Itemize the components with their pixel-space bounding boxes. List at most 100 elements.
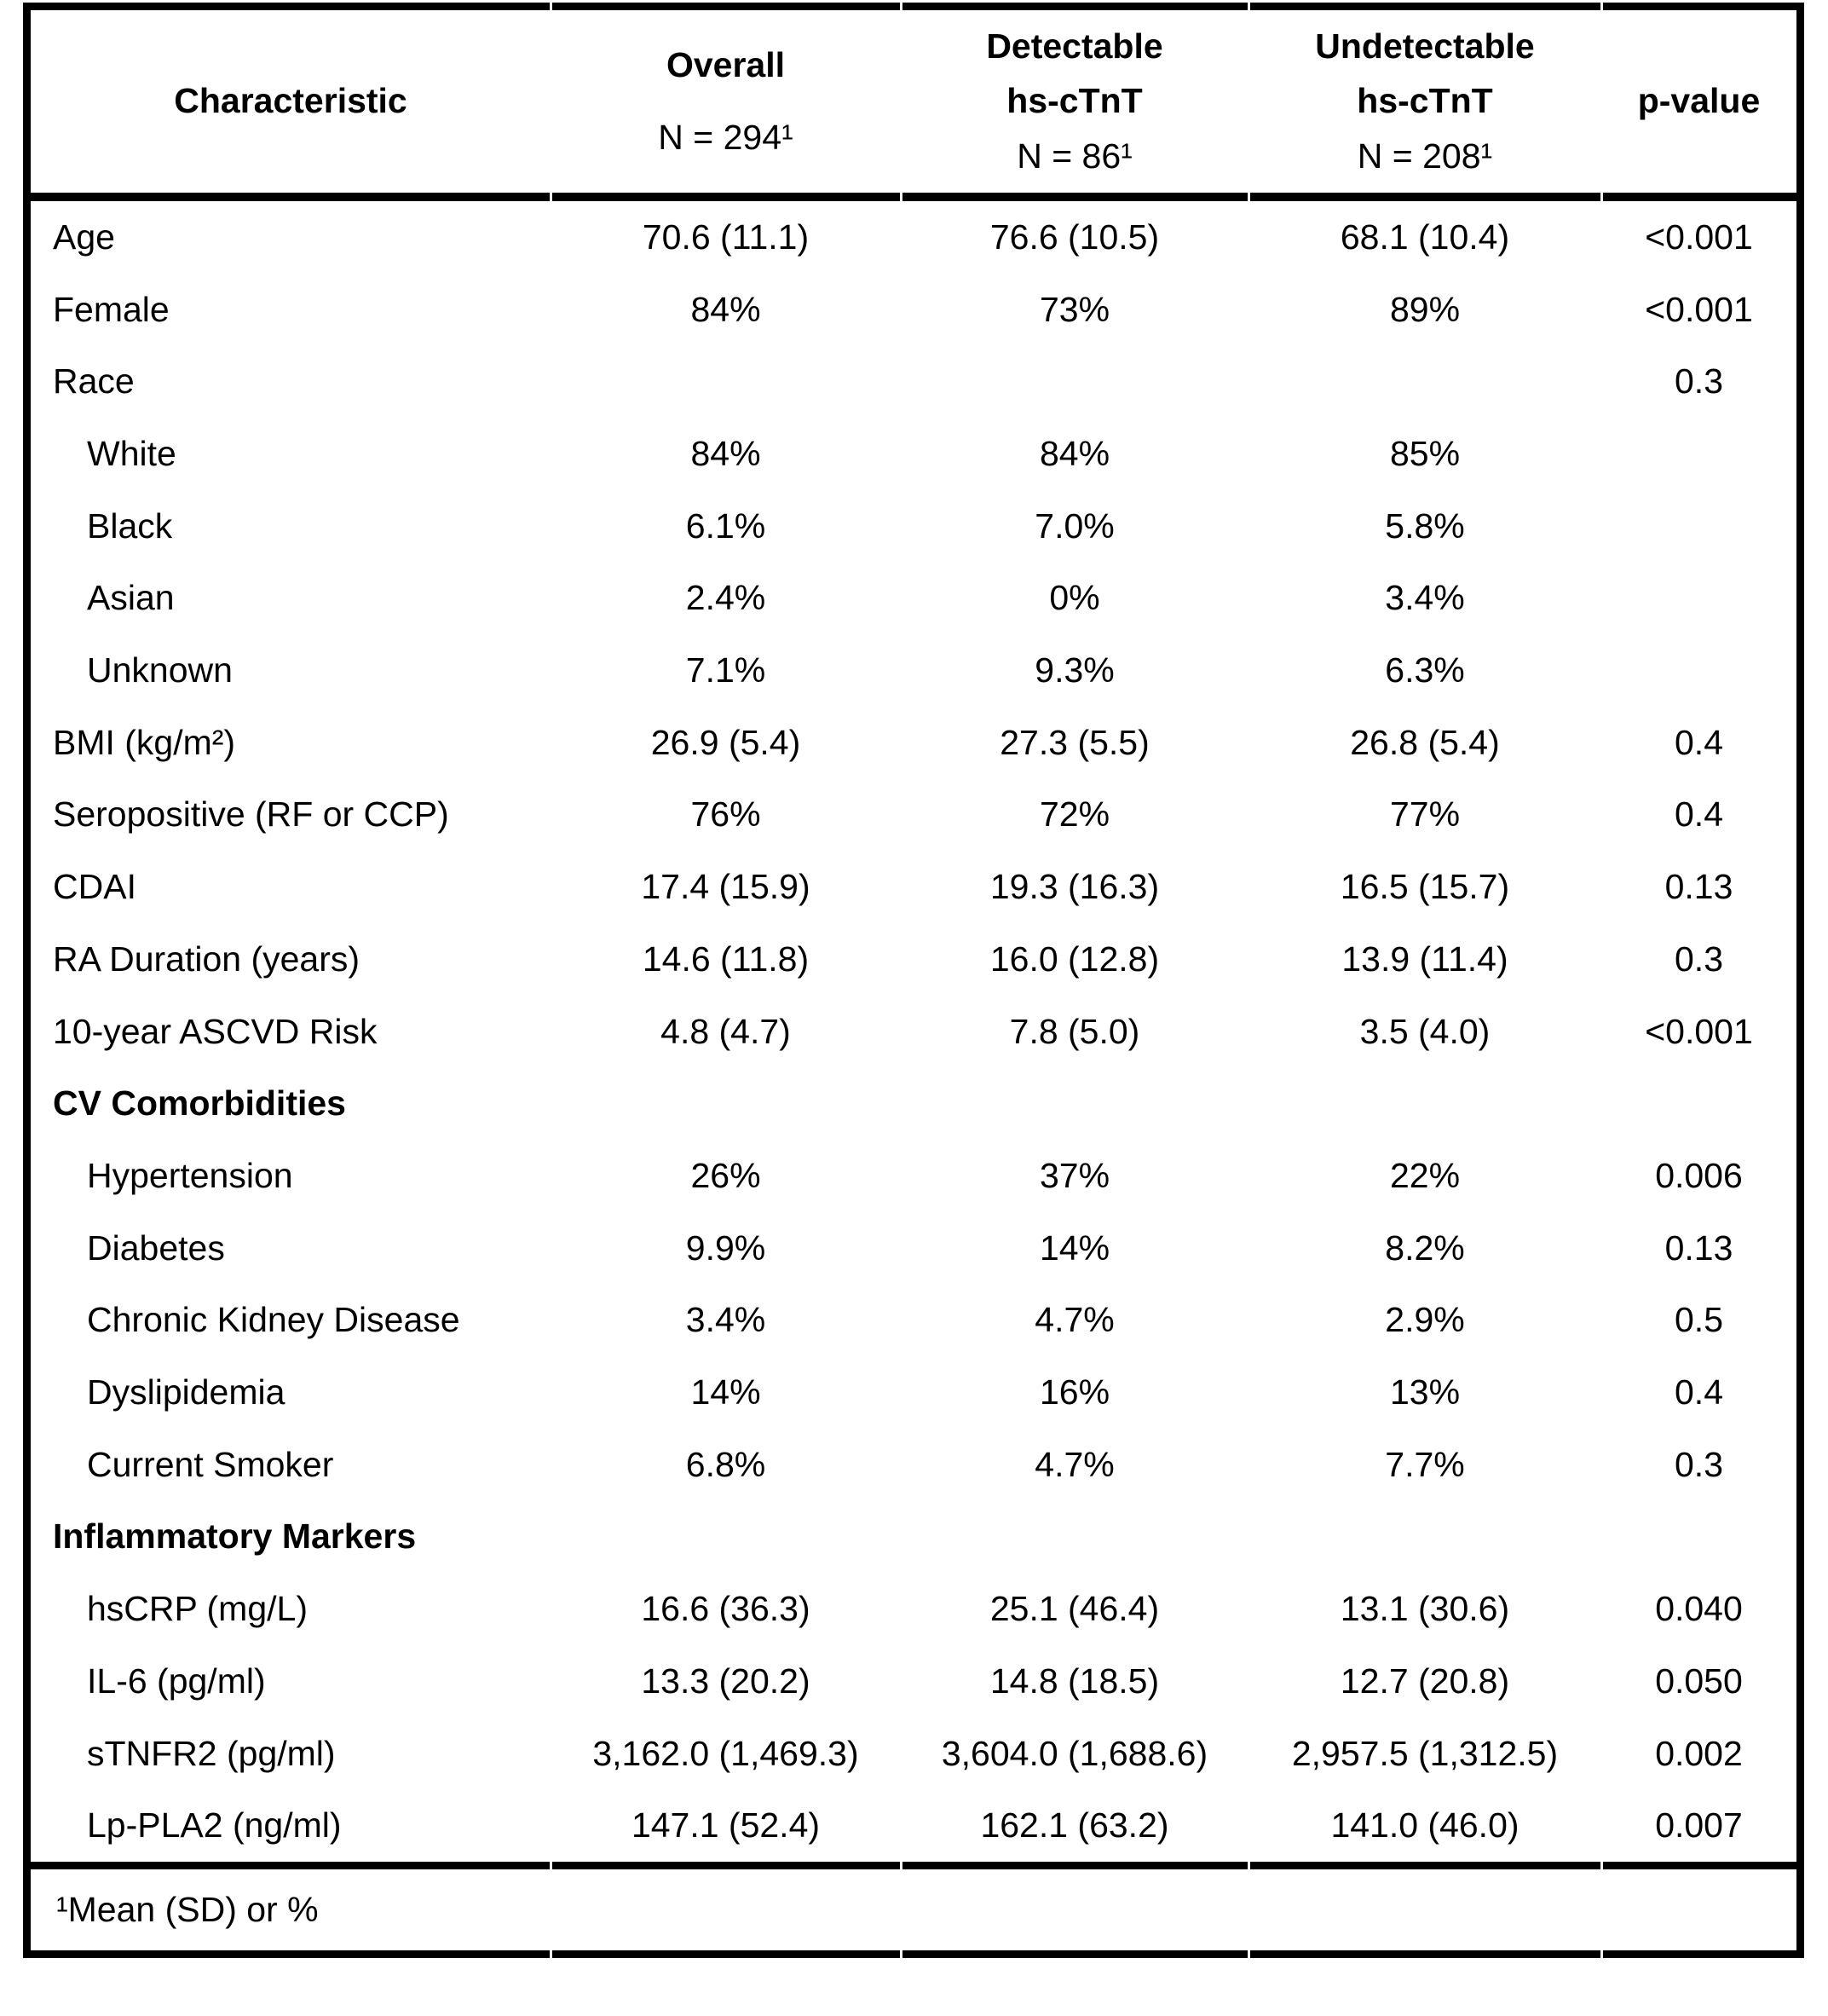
p-value-cell: 0.007 [1655,1805,1743,1846]
header-cell-p-value: p-value [1601,10,1796,193]
column-boundary-tick [550,1862,552,1869]
header-n-count: N = 208¹ [1357,136,1493,176]
header-cell-undetectable-hs-ctnt: Undetectable hs-cTnT N = 208¹ [1248,10,1601,193]
p-value-cell: 0.5 [1675,1300,1723,1340]
column-boundary-tick [1600,1862,1603,1869]
undetectable-value: 68.1 (10.4) [1340,217,1510,257]
detectable-value: 76.6 (10.5) [989,217,1160,257]
table-bottom-border [31,1950,1796,1958]
row-label: Dyslipidemia [87,1372,285,1412]
overall-value: 26% [690,1155,761,1195]
p-value-cell: 0.006 [1655,1155,1743,1195]
overall-value: 6.1% [685,505,766,546]
header-title-line: hs-cTnT [1006,81,1143,121]
overall-value: 14.6 (11.8) [642,939,810,979]
overall-value: 84% [690,289,761,329]
undetectable-value: 26.8 (5.4) [1350,722,1500,762]
detectable-value: 84% [1039,433,1110,473]
row-label: sTNFR2 (pg/ml) [87,1733,336,1773]
p-value-cell: 0.4 [1675,1372,1723,1412]
overall-value: 13.3 (20.2) [641,1661,810,1701]
table-row: Black 6.1% 7.0% 5.8% [31,490,1796,563]
detectable-value: 4.7% [1035,1300,1115,1340]
p-value-cell: 0.4 [1675,794,1723,835]
p-value-cell: 0.3 [1675,939,1723,979]
overall-value: 84% [690,433,761,473]
undetectable-value: 22% [1389,1155,1461,1195]
header-title-line: hs-cTnT [1357,81,1493,121]
p-value-cell: 0.3 [1675,1444,1723,1484]
column-boundary-tick [900,193,902,201]
undetectable-value: 2.9% [1385,1300,1465,1340]
undetectable-value: 141.0 (46.0) [1330,1805,1519,1846]
detectable-value: 162.1 (63.2) [980,1805,1169,1846]
header-title-line: Detectable [986,26,1163,66]
row-label: Seropositive (RF or CCP) [53,794,449,835]
column-boundary-tick [900,3,902,10]
row-label: Asian [87,578,175,618]
header-n-count: N = 294¹ [658,118,793,158]
column-boundary-tick [550,193,552,201]
row-label: Diabetes [87,1228,225,1268]
detectable-value: 25.1 (46.4) [989,1589,1160,1629]
column-boundary-tick [1248,193,1250,201]
detectable-value: 0% [1049,578,1100,618]
row-label: Race [53,361,135,401]
column-boundary-tick [900,1862,902,1869]
row-label: 10-year ASCVD Risk [53,1011,378,1051]
p-value-cell: 0.13 [1664,867,1733,907]
detectable-value: 16% [1039,1372,1110,1412]
header-title-line: p-value [1637,81,1761,121]
p-value-cell: 0.4 [1675,722,1723,762]
undetectable-value: 13.1 (30.6) [1340,1589,1510,1629]
undetectable-value: 7.7% [1385,1444,1465,1484]
p-value-cell: <0.001 [1645,1011,1753,1051]
p-value-cell: 0.002 [1655,1733,1743,1773]
detectable-value: 3,604.0 (1,688.6) [941,1733,1208,1773]
p-value-cell: 0.050 [1655,1661,1743,1701]
table-row: Chronic Kidney Disease 3.4% 4.7% 2.9% 0.5 [31,1285,1796,1357]
row-label: Current Smoker [87,1444,334,1484]
row-label: Female [53,289,170,329]
overall-value: 2.4% [685,578,766,618]
table-row: Age 70.6 (11.1) 76.6 (10.5) 68.1 (10.4) <0.0… [31,201,1796,274]
table-row: Seropositive (RF or CCP) 76% 72% 77% 0.4 [31,779,1796,852]
p-value-cell: 0.13 [1664,1228,1733,1268]
row-label: Inflammatory Markers [53,1516,417,1557]
detectable-value: 7.0% [1035,505,1115,546]
undetectable-value: 2,957.5 (1,312.5) [1291,1733,1559,1773]
header-separator-line [31,193,1796,201]
row-label: RA Duration (years) [53,939,360,979]
table-row: RA Duration (years) 14.6 (11.8) 16.0 (12.8… [31,923,1796,996]
header-title-line: Characteristic [174,81,407,121]
row-label: White [87,433,176,473]
table-top-border [31,3,1796,10]
table-row: Asian 2.4% 0% 3.4% [31,563,1796,635]
overall-value: 70.6 (11.1) [642,217,810,257]
column-boundary-tick [1600,3,1603,10]
overall-value: 17.4 (15.9) [641,867,810,907]
p-value-cell: 0.3 [1675,361,1723,401]
p-value-cell: 0.040 [1655,1589,1743,1629]
detectable-value: 9.3% [1035,650,1115,690]
undetectable-value: 12.7 (20.8) [1340,1661,1510,1701]
table-row: IL-6 (pg/ml) 13.3 (20.2) 14.8 (18.5) 12.7 (… [31,1645,1796,1718]
undetectable-value: 89% [1389,289,1461,329]
header-title-line: Overall [666,44,786,84]
undetectable-value: 77% [1389,794,1461,835]
table-row: Race 0.3 [31,345,1796,418]
row-label: Age [53,217,115,257]
p-value-cell: <0.001 [1645,289,1753,329]
table-row: White 84% 84% 85% [31,418,1796,490]
table-row: CV Comorbidities [31,1067,1796,1140]
detectable-value: 4.7% [1035,1444,1115,1484]
undetectable-value: 5.8% [1385,505,1465,546]
table-row: Diabetes 9.9% 14% 8.2% 0.13 [31,1212,1796,1285]
footnote-separator-line [31,1862,1796,1869]
overall-value: 9.9% [685,1228,766,1268]
row-label: IL-6 (pg/ml) [87,1661,266,1701]
overall-value: 16.6 (36.3) [641,1589,810,1629]
undetectable-value: 3.4% [1385,578,1465,618]
detectable-value: 37% [1039,1155,1110,1195]
